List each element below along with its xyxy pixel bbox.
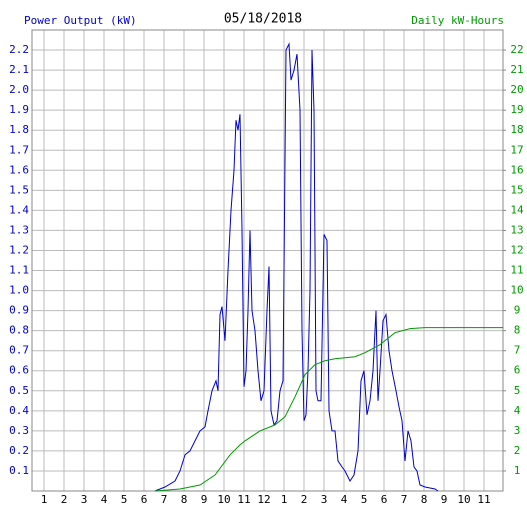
y2-tick-label: 20 — [510, 83, 523, 96]
y2-tick-label: 15 — [510, 183, 523, 196]
y-tick-label: 0.7 — [9, 344, 29, 357]
y2-tick-label: 14 — [510, 203, 524, 216]
y2-tick-label: 22 — [510, 43, 523, 56]
x-tick-label: 1 — [41, 493, 48, 506]
x-tick-label: 11 — [477, 493, 490, 506]
x-tick-label: 2 — [301, 493, 308, 506]
y2-tick-label: 8 — [514, 324, 521, 337]
y-tick-label: 1.2 — [9, 243, 29, 256]
x-tick-label: 3 — [81, 493, 88, 506]
x-tick-label: 9 — [201, 493, 208, 506]
y-tick-label: 1.3 — [9, 223, 29, 236]
y-tick-label: 1.6 — [9, 163, 29, 176]
x-tick-label: 4 — [341, 493, 348, 506]
y2-tick-label: 17 — [510, 143, 523, 156]
x-tick-label: 6 — [141, 493, 148, 506]
x-tick-label: 8 — [421, 493, 428, 506]
y2-tick-label: 12 — [510, 243, 523, 256]
y-tick-label: 1.8 — [9, 123, 29, 136]
y-tick-label: 1.9 — [9, 103, 29, 116]
y2-tick-label: 4 — [514, 404, 521, 417]
x-tick-label: 10 — [217, 493, 230, 506]
x-tick-label: 3 — [321, 493, 328, 506]
x-tick-label: 5 — [121, 493, 128, 506]
y2-tick-label: 7 — [514, 344, 521, 357]
y-tick-label: 0.4 — [9, 404, 29, 417]
x-tick-label: 5 — [361, 493, 368, 506]
y-tick-label: 0.8 — [9, 324, 29, 337]
x-tick-label: 4 — [101, 493, 108, 506]
y2-tick-label: 10 — [510, 284, 523, 297]
x-tick-label: 1 — [281, 493, 288, 506]
y-axis-title: Power Output (kW) — [24, 14, 137, 27]
series-line — [154, 42, 439, 492]
y2-tick-label: 11 — [510, 264, 523, 277]
y2-tick-label: 3 — [514, 424, 521, 437]
y2-tick-label: 16 — [510, 163, 523, 176]
y2-tick-label: 5 — [514, 384, 521, 397]
x-tick-label: 6 — [381, 493, 388, 506]
x-tick-label: 10 — [457, 493, 470, 506]
chart-title: 05/18/2018 — [224, 12, 302, 27]
y-tick-label: 2.0 — [9, 83, 29, 96]
y-tick-label: 1.7 — [9, 143, 29, 156]
y-tick-label: 0.3 — [9, 424, 29, 437]
x-tick-label: 11 — [237, 493, 250, 506]
y2-tick-label: 19 — [510, 103, 523, 116]
y2-tick-label: 1 — [514, 464, 521, 477]
y-tick-label: 0.6 — [9, 364, 29, 377]
y-tick-label: 1.0 — [9, 284, 29, 297]
y-tick-label: 1.4 — [9, 203, 29, 216]
plot-frame — [31, 29, 504, 492]
x-tick-label: 7 — [161, 493, 168, 506]
y-tick-label: 0.5 — [9, 384, 29, 397]
y-tick-label: 2.2 — [9, 43, 29, 56]
y-tick-label: 1.1 — [9, 264, 29, 277]
series-line — [154, 327, 503, 492]
y-tick-label: 0.2 — [9, 444, 29, 457]
y2-tick-label: 2 — [514, 444, 521, 457]
x-tick-label: 12 — [257, 493, 270, 506]
y2-tick-label: 13 — [510, 223, 523, 236]
y-tick-label: 0.1 — [9, 464, 29, 477]
y2-tick-label: 21 — [510, 63, 523, 76]
y2-axis-title: Daily kW-Hours — [411, 14, 504, 27]
x-tick-label: 2 — [61, 493, 68, 506]
x-tick-label: 8 — [181, 493, 188, 506]
y-tick-label: 0.9 — [9, 304, 29, 317]
y-tick-label: 1.5 — [9, 183, 29, 196]
y2-tick-label: 18 — [510, 123, 523, 136]
y-tick-label: 2.1 — [9, 63, 29, 76]
y2-tick-label: 6 — [514, 364, 521, 377]
x-tick-label: 7 — [401, 493, 408, 506]
y2-tick-label: 9 — [514, 304, 521, 317]
x-tick-label: 9 — [441, 493, 448, 506]
